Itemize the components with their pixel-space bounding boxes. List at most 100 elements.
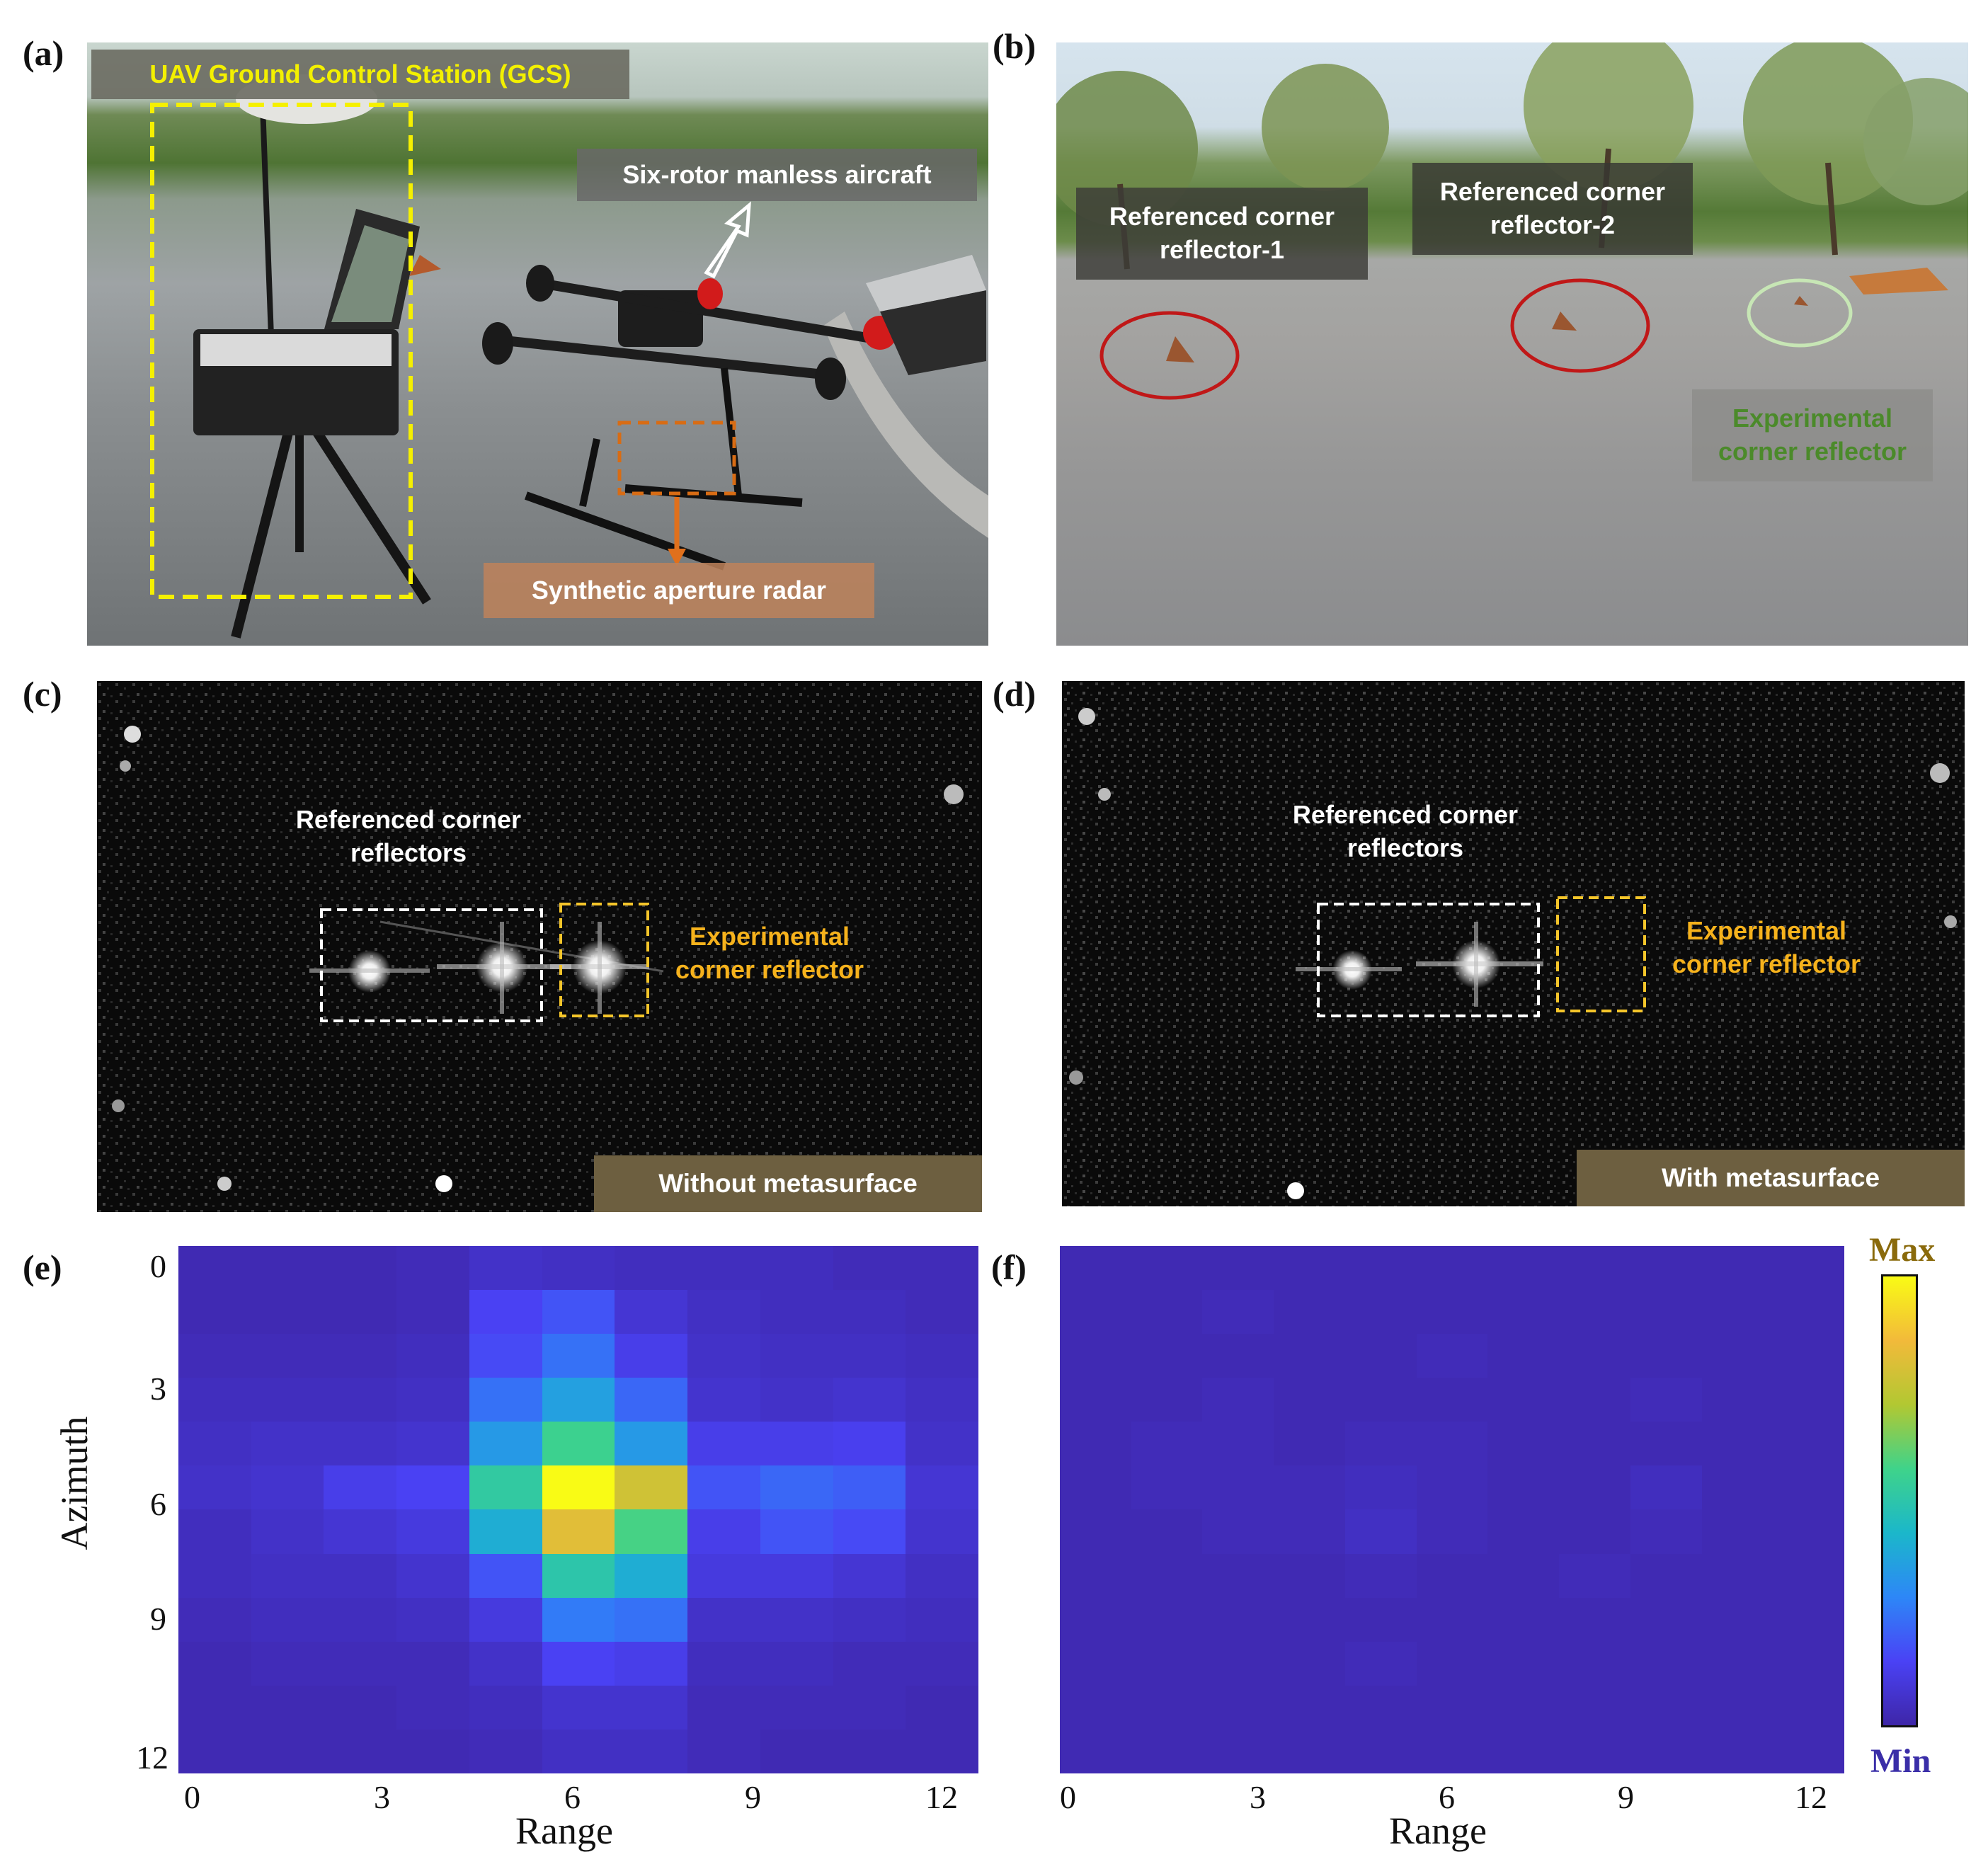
colorbar-min-label: Min xyxy=(1870,1742,1931,1780)
exp-label-b: Experimental corner reflector xyxy=(1692,389,1933,481)
heatmap-cell xyxy=(542,1641,615,1686)
heatmap-cell xyxy=(396,1509,469,1554)
heatmap-cell xyxy=(542,1597,615,1642)
heatmap-cell xyxy=(1773,1290,1844,1334)
heatmap-cell xyxy=(1487,1509,1560,1554)
y-axis-label: Azimuth xyxy=(53,1416,96,1550)
heatmap-cell xyxy=(760,1509,833,1554)
heatmap-cell xyxy=(833,1597,906,1642)
heatmap-cell xyxy=(1060,1290,1131,1334)
heatmap-cell xyxy=(1344,1641,1417,1686)
heatmap-cell xyxy=(1487,1597,1560,1642)
heatmap-cell xyxy=(1274,1685,1345,1730)
heatmap-cell xyxy=(1559,1378,1630,1422)
heatmap-cell xyxy=(542,1422,615,1466)
heatmap-cell xyxy=(833,1290,906,1334)
heatmap-cell xyxy=(1202,1422,1274,1466)
heatmap-cell xyxy=(1559,1334,1630,1378)
panel-label-a: (a) xyxy=(23,33,64,73)
heatmap-cell xyxy=(1630,1422,1702,1466)
heatmap-cell xyxy=(1274,1729,1345,1773)
x-tick: 9 xyxy=(1618,1779,1634,1815)
heatmap-cell xyxy=(833,1378,906,1422)
heatmap-cell xyxy=(1630,1334,1702,1378)
heatmap-cell xyxy=(687,1378,760,1422)
heatmap-cell xyxy=(251,1246,324,1291)
heatmap-cell xyxy=(1131,1422,1203,1466)
heatmap-cell xyxy=(687,1509,760,1554)
heatmap-cell xyxy=(906,1597,978,1642)
uav-scene-illustration xyxy=(150,74,988,639)
heatmap-cell xyxy=(469,1422,542,1466)
heatmap-cell xyxy=(1274,1509,1345,1554)
heatmap-cell xyxy=(1773,1334,1844,1378)
heatmap-cell xyxy=(1060,1729,1131,1773)
exp-label-c: Experimental corner reflector xyxy=(675,922,864,984)
heatmap-cell xyxy=(324,1641,397,1686)
heatmap-cell xyxy=(1487,1641,1560,1686)
heatmap-cell xyxy=(1202,1465,1274,1510)
ref-label-c: Referenced corner reflectors xyxy=(295,805,522,867)
heatmap-cell xyxy=(1559,1685,1630,1730)
heatmap-cell xyxy=(906,1378,978,1422)
heatmap-cell xyxy=(1060,1378,1131,1422)
heatmap-cell xyxy=(251,1597,324,1642)
heatmap-cell xyxy=(1701,1422,1773,1466)
heatmap-cell xyxy=(1274,1334,1345,1378)
heatmap-cell xyxy=(324,1334,397,1378)
heatmap-cell xyxy=(1701,1509,1773,1554)
aircraft-label: Six-rotor manless aircraft xyxy=(577,149,977,201)
heatmap-cell xyxy=(1416,1290,1488,1334)
heatmap-cell xyxy=(542,1553,615,1598)
heatmap-cell xyxy=(906,1729,978,1773)
heatmap-cell xyxy=(1060,1641,1131,1686)
heatmap-cell xyxy=(542,1378,615,1422)
heatmap-with xyxy=(1060,1246,1844,1773)
heatmap-cell xyxy=(1487,1290,1560,1334)
heatmap-cell xyxy=(1131,1641,1203,1686)
sar-speckle-c xyxy=(97,681,982,1212)
heatmap-cell xyxy=(324,1465,397,1510)
heatmap-cell xyxy=(1630,1597,1702,1642)
heatmap-cell xyxy=(469,1378,542,1422)
heatmap-cell xyxy=(1773,1246,1844,1291)
heatmap-cell xyxy=(1559,1465,1630,1510)
with-metasurface-tag: With metasurface xyxy=(1577,1150,1965,1206)
ref2-label: Referenced corner reflector-2 xyxy=(1412,163,1693,255)
heatmap-cell xyxy=(542,1685,615,1730)
heatmap-cell xyxy=(324,1422,397,1466)
heatmap-cell xyxy=(833,1641,906,1686)
heatmap-cell xyxy=(1416,1597,1488,1642)
heatmap-cell xyxy=(1344,1553,1417,1598)
heatmap-cell xyxy=(1416,1378,1488,1422)
heatmap-cell xyxy=(833,1334,906,1378)
without-metasurface-tag: Without metasurface xyxy=(594,1155,982,1212)
heatmap-cell xyxy=(1202,1685,1274,1730)
heatmap-cell xyxy=(251,1334,324,1378)
heatmap-cell xyxy=(1274,1641,1345,1686)
heatmap-cell xyxy=(1773,1729,1844,1773)
heatmap-cell xyxy=(1559,1597,1630,1642)
heatmap-cell xyxy=(760,1641,833,1686)
heatmap-cell xyxy=(1701,1246,1773,1291)
heatmap-cell xyxy=(687,1685,760,1730)
heatmap-cell xyxy=(1131,1290,1203,1334)
heatmap-cell xyxy=(396,1553,469,1598)
heatmap-cell xyxy=(1131,1553,1203,1598)
heatmap-cell xyxy=(469,1290,542,1334)
heatmap-cell xyxy=(1344,1509,1417,1554)
heatmap-cell xyxy=(1344,1290,1417,1334)
heatmap-cell xyxy=(251,1685,324,1730)
photo-uav-setup: UAV Ground Control Station (GCS) Six-rot… xyxy=(87,42,988,646)
heatmap-cell xyxy=(1202,1246,1274,1291)
heatmap-cell xyxy=(1202,1729,1274,1773)
heatmap-cell xyxy=(1060,1597,1131,1642)
heatmap-cell xyxy=(1344,1729,1417,1773)
heatmap-cell xyxy=(396,1334,469,1378)
heatmap-cell xyxy=(396,1246,469,1291)
heatmap-cell xyxy=(1630,1465,1702,1510)
y-tick: 9 xyxy=(150,1601,166,1637)
heatmap-cell xyxy=(1701,1465,1773,1510)
heatmap-cell xyxy=(1344,1334,1417,1378)
